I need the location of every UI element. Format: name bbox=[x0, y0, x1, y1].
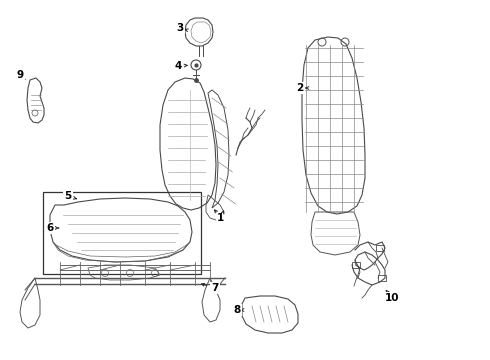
Text: 6: 6 bbox=[47, 223, 53, 233]
Bar bbox=[43, 192, 201, 274]
Text: 4: 4 bbox=[174, 61, 182, 71]
Bar bbox=[352, 262, 360, 268]
Text: 7: 7 bbox=[211, 283, 219, 293]
Text: 5: 5 bbox=[64, 191, 72, 201]
Text: 1: 1 bbox=[217, 213, 223, 223]
Text: 8: 8 bbox=[233, 305, 241, 315]
Text: 2: 2 bbox=[296, 83, 304, 93]
Text: 9: 9 bbox=[17, 70, 24, 80]
Text: 3: 3 bbox=[176, 23, 184, 33]
Bar bbox=[376, 245, 384, 251]
Text: 10: 10 bbox=[385, 293, 399, 303]
Bar bbox=[378, 275, 386, 281]
